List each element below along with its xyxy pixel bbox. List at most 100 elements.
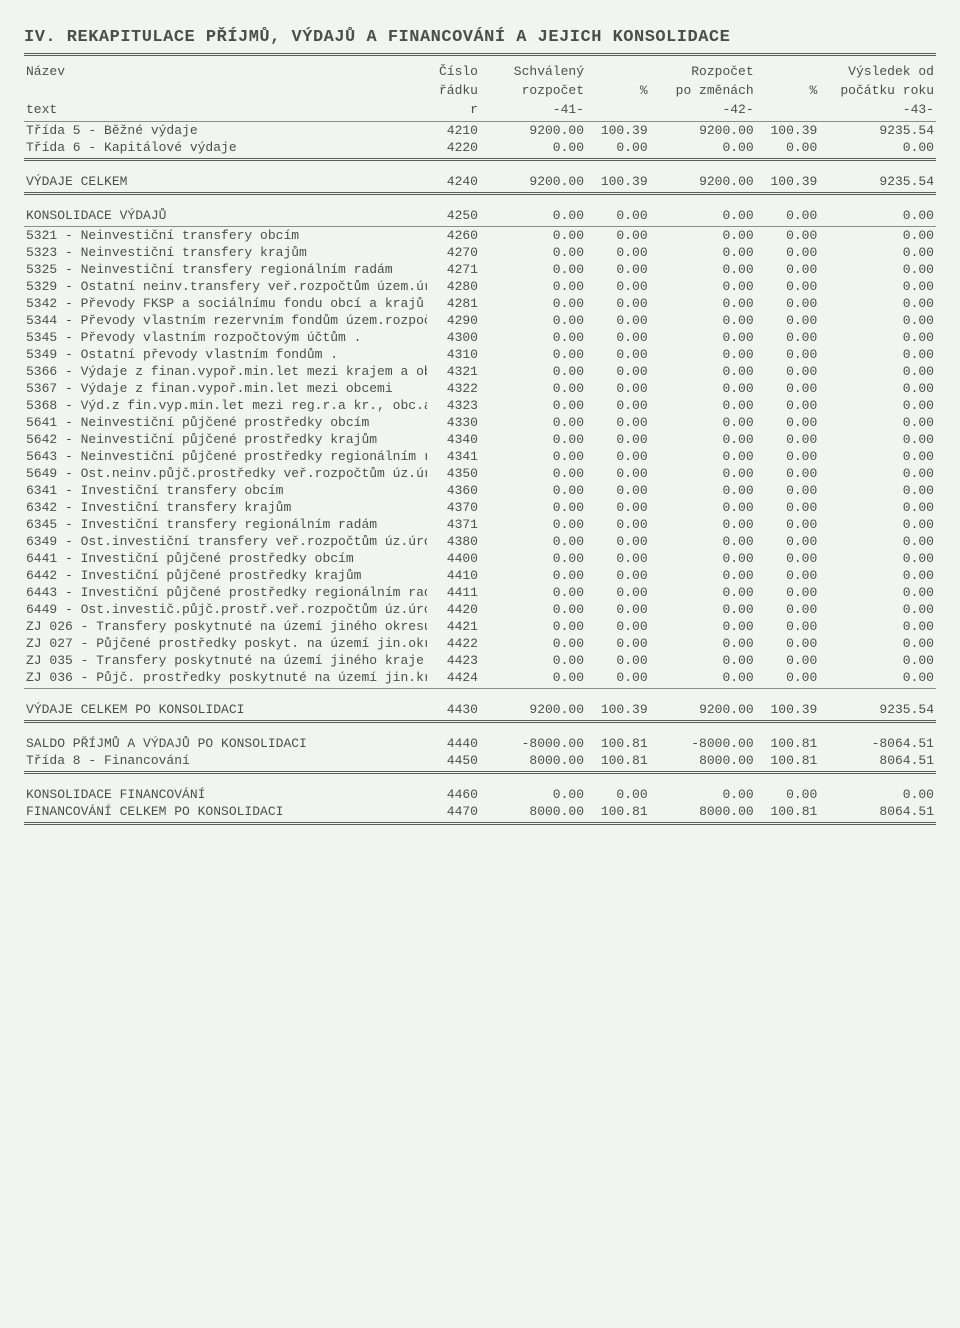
cell-name: VÝDAJE CELKEM PO KONSOLIDACI (24, 701, 427, 718)
cell-name: FINANCOVÁNÍ CELKEM PO KONSOLIDACI (24, 803, 427, 820)
cell-name: 5649 - Ost.neinv.půjč.prostředky veř.roz… (24, 465, 427, 482)
report-table: NázevČísloSchválenýRozpočetVýsledek odřá… (24, 62, 936, 825)
cell-v1: 0.00 (480, 499, 586, 516)
cell-v1: 0.00 (480, 567, 586, 584)
hdr-name: Název (24, 62, 427, 81)
cell-p1: 0.00 (586, 448, 650, 465)
cell-v3: 8064.51 (819, 752, 936, 769)
cell-name: 6442 - Investiční půjčené prostředky kra… (24, 567, 427, 584)
cell-v1: 0.00 (480, 329, 586, 346)
hdr-v3: Výsledek od (819, 62, 936, 81)
cell-p2: 0.00 (756, 516, 820, 533)
table-row: 5642 - Neinvestiční půjčené prostředky k… (24, 431, 936, 448)
cell-p1: 100.81 (586, 735, 650, 752)
cell-p2: 0.00 (756, 329, 820, 346)
cell-v1: 0.00 (480, 397, 586, 414)
cell-row: 4423 (427, 652, 480, 669)
cell-v1: 0.00 (480, 465, 586, 482)
cell-p2: 0.00 (756, 465, 820, 482)
cell-row: 4380 (427, 533, 480, 550)
cell-name: 5344 - Převody vlastním rezervním fondům… (24, 312, 427, 329)
cell-name: ZJ 036 - Půjč. prostředky poskytnuté na … (24, 669, 427, 686)
cell-v1: 0.00 (480, 584, 586, 601)
cell-v3: 0.00 (819, 363, 936, 380)
cell-row: 4290 (427, 312, 480, 329)
cell-p2: 0.00 (756, 363, 820, 380)
cell-v3: 0.00 (819, 227, 936, 245)
cell-v1: 0.00 (480, 786, 586, 803)
cell-name: 5642 - Neinvestiční půjčené prostředky k… (24, 431, 427, 448)
cell-row: 4280 (427, 278, 480, 295)
cell-v3: 0.00 (819, 482, 936, 499)
cell-p1: 0.00 (586, 533, 650, 550)
cell-v1: 8000.00 (480, 803, 586, 820)
cell-name: KONSOLIDACE FINANCOVÁNÍ (24, 786, 427, 803)
cell-v3: -8064.51 (819, 735, 936, 752)
cell-v3: 0.00 (819, 329, 936, 346)
cell-v1: 0.00 (480, 278, 586, 295)
table-row: 5349 - Ostatní převody vlastním fondům .… (24, 346, 936, 363)
hdr-v1: Schválený (480, 62, 586, 81)
cell-name: 5321 - Neinvestiční transfery obcím (24, 227, 427, 245)
cell-name: 6441 - Investiční půjčené prostředky obc… (24, 550, 427, 567)
cell-v2: 0.00 (650, 482, 756, 499)
cell-v2: 0.00 (650, 295, 756, 312)
cell-row: 4220 (427, 139, 480, 156)
cell-v1: 0.00 (480, 533, 586, 550)
cell-v3: 0.00 (819, 601, 936, 618)
table-row: FINANCOVÁNÍ CELKEM PO KONSOLIDACI4470800… (24, 803, 936, 820)
cell-v1: 0.00 (480, 295, 586, 312)
cell-p2: 0.00 (756, 227, 820, 245)
cell-v1: 0.00 (480, 261, 586, 278)
cell-p2: 0.00 (756, 312, 820, 329)
cell-v3: 0.00 (819, 414, 936, 431)
cell-p2: 0.00 (756, 635, 820, 652)
cell-p1: 0.00 (586, 601, 650, 618)
cell-v2: 9200.00 (650, 173, 756, 190)
cell-p2: 0.00 (756, 499, 820, 516)
cell-p2: 0.00 (756, 448, 820, 465)
cell-row: 4420 (427, 601, 480, 618)
cell-name: 5325 - Neinvestiční transfery regionální… (24, 261, 427, 278)
cell-v3: 0.00 (819, 669, 936, 686)
cell-p1: 0.00 (586, 227, 650, 245)
cell-row: 4360 (427, 482, 480, 499)
cell-v3: 0.00 (819, 278, 936, 295)
cell-name: Třída 6 - Kapitálové výdaje (24, 139, 427, 156)
table-row: VÝDAJE CELKEM PO KONSOLIDACI44309200.001… (24, 701, 936, 718)
cell-p1: 0.00 (586, 499, 650, 516)
cell-v1: 0.00 (480, 618, 586, 635)
cell-row: 4340 (427, 431, 480, 448)
cell-v3: 0.00 (819, 397, 936, 414)
cell-v2: 0.00 (650, 414, 756, 431)
cell-p2: 0.00 (756, 295, 820, 312)
cell-row: 4321 (427, 363, 480, 380)
table-row: 5325 - Neinvestiční transfery regionální… (24, 261, 936, 278)
cell-v3: 0.00 (819, 207, 936, 224)
cell-v2: 0.00 (650, 329, 756, 346)
cell-v2: -8000.00 (650, 735, 756, 752)
table-row: 5368 - Výd.z fin.vyp.min.let mezi reg.r.… (24, 397, 936, 414)
page-title: IV. REKAPITULACE PŘÍJMŮ, VÝDAJŮ A FINANC… (24, 28, 936, 47)
table-row: SALDO PŘÍJMŮ A VÝDAJŮ PO KONSOLIDACI4440… (24, 735, 936, 752)
table-row: 5366 - Výdaje z finan.vypoř.min.let mezi… (24, 363, 936, 380)
cell-v2: 0.00 (650, 516, 756, 533)
cell-v3: 0.00 (819, 618, 936, 635)
cell-v1: 0.00 (480, 363, 586, 380)
cell-row: 4371 (427, 516, 480, 533)
cell-v1: 0.00 (480, 516, 586, 533)
cell-v1: 0.00 (480, 312, 586, 329)
cell-p1: 0.00 (586, 278, 650, 295)
cell-v3: 0.00 (819, 431, 936, 448)
cell-v2: 0.00 (650, 786, 756, 803)
cell-p2: 0.00 (756, 533, 820, 550)
cell-p2: 100.81 (756, 752, 820, 769)
cell-p1: 0.00 (586, 482, 650, 499)
cell-name: 5329 - Ostatní neinv.transfery veř.rozpo… (24, 278, 427, 295)
cell-p2: 0.00 (756, 139, 820, 156)
table-row: Třída 8 - Financování44508000.00100.8180… (24, 752, 936, 769)
cell-name: ZJ 026 - Transfery poskytnuté na území j… (24, 618, 427, 635)
table-row: 5323 - Neinvestiční transfery krajům4270… (24, 244, 936, 261)
cell-p2: 0.00 (756, 380, 820, 397)
cell-v3: 0.00 (819, 295, 936, 312)
